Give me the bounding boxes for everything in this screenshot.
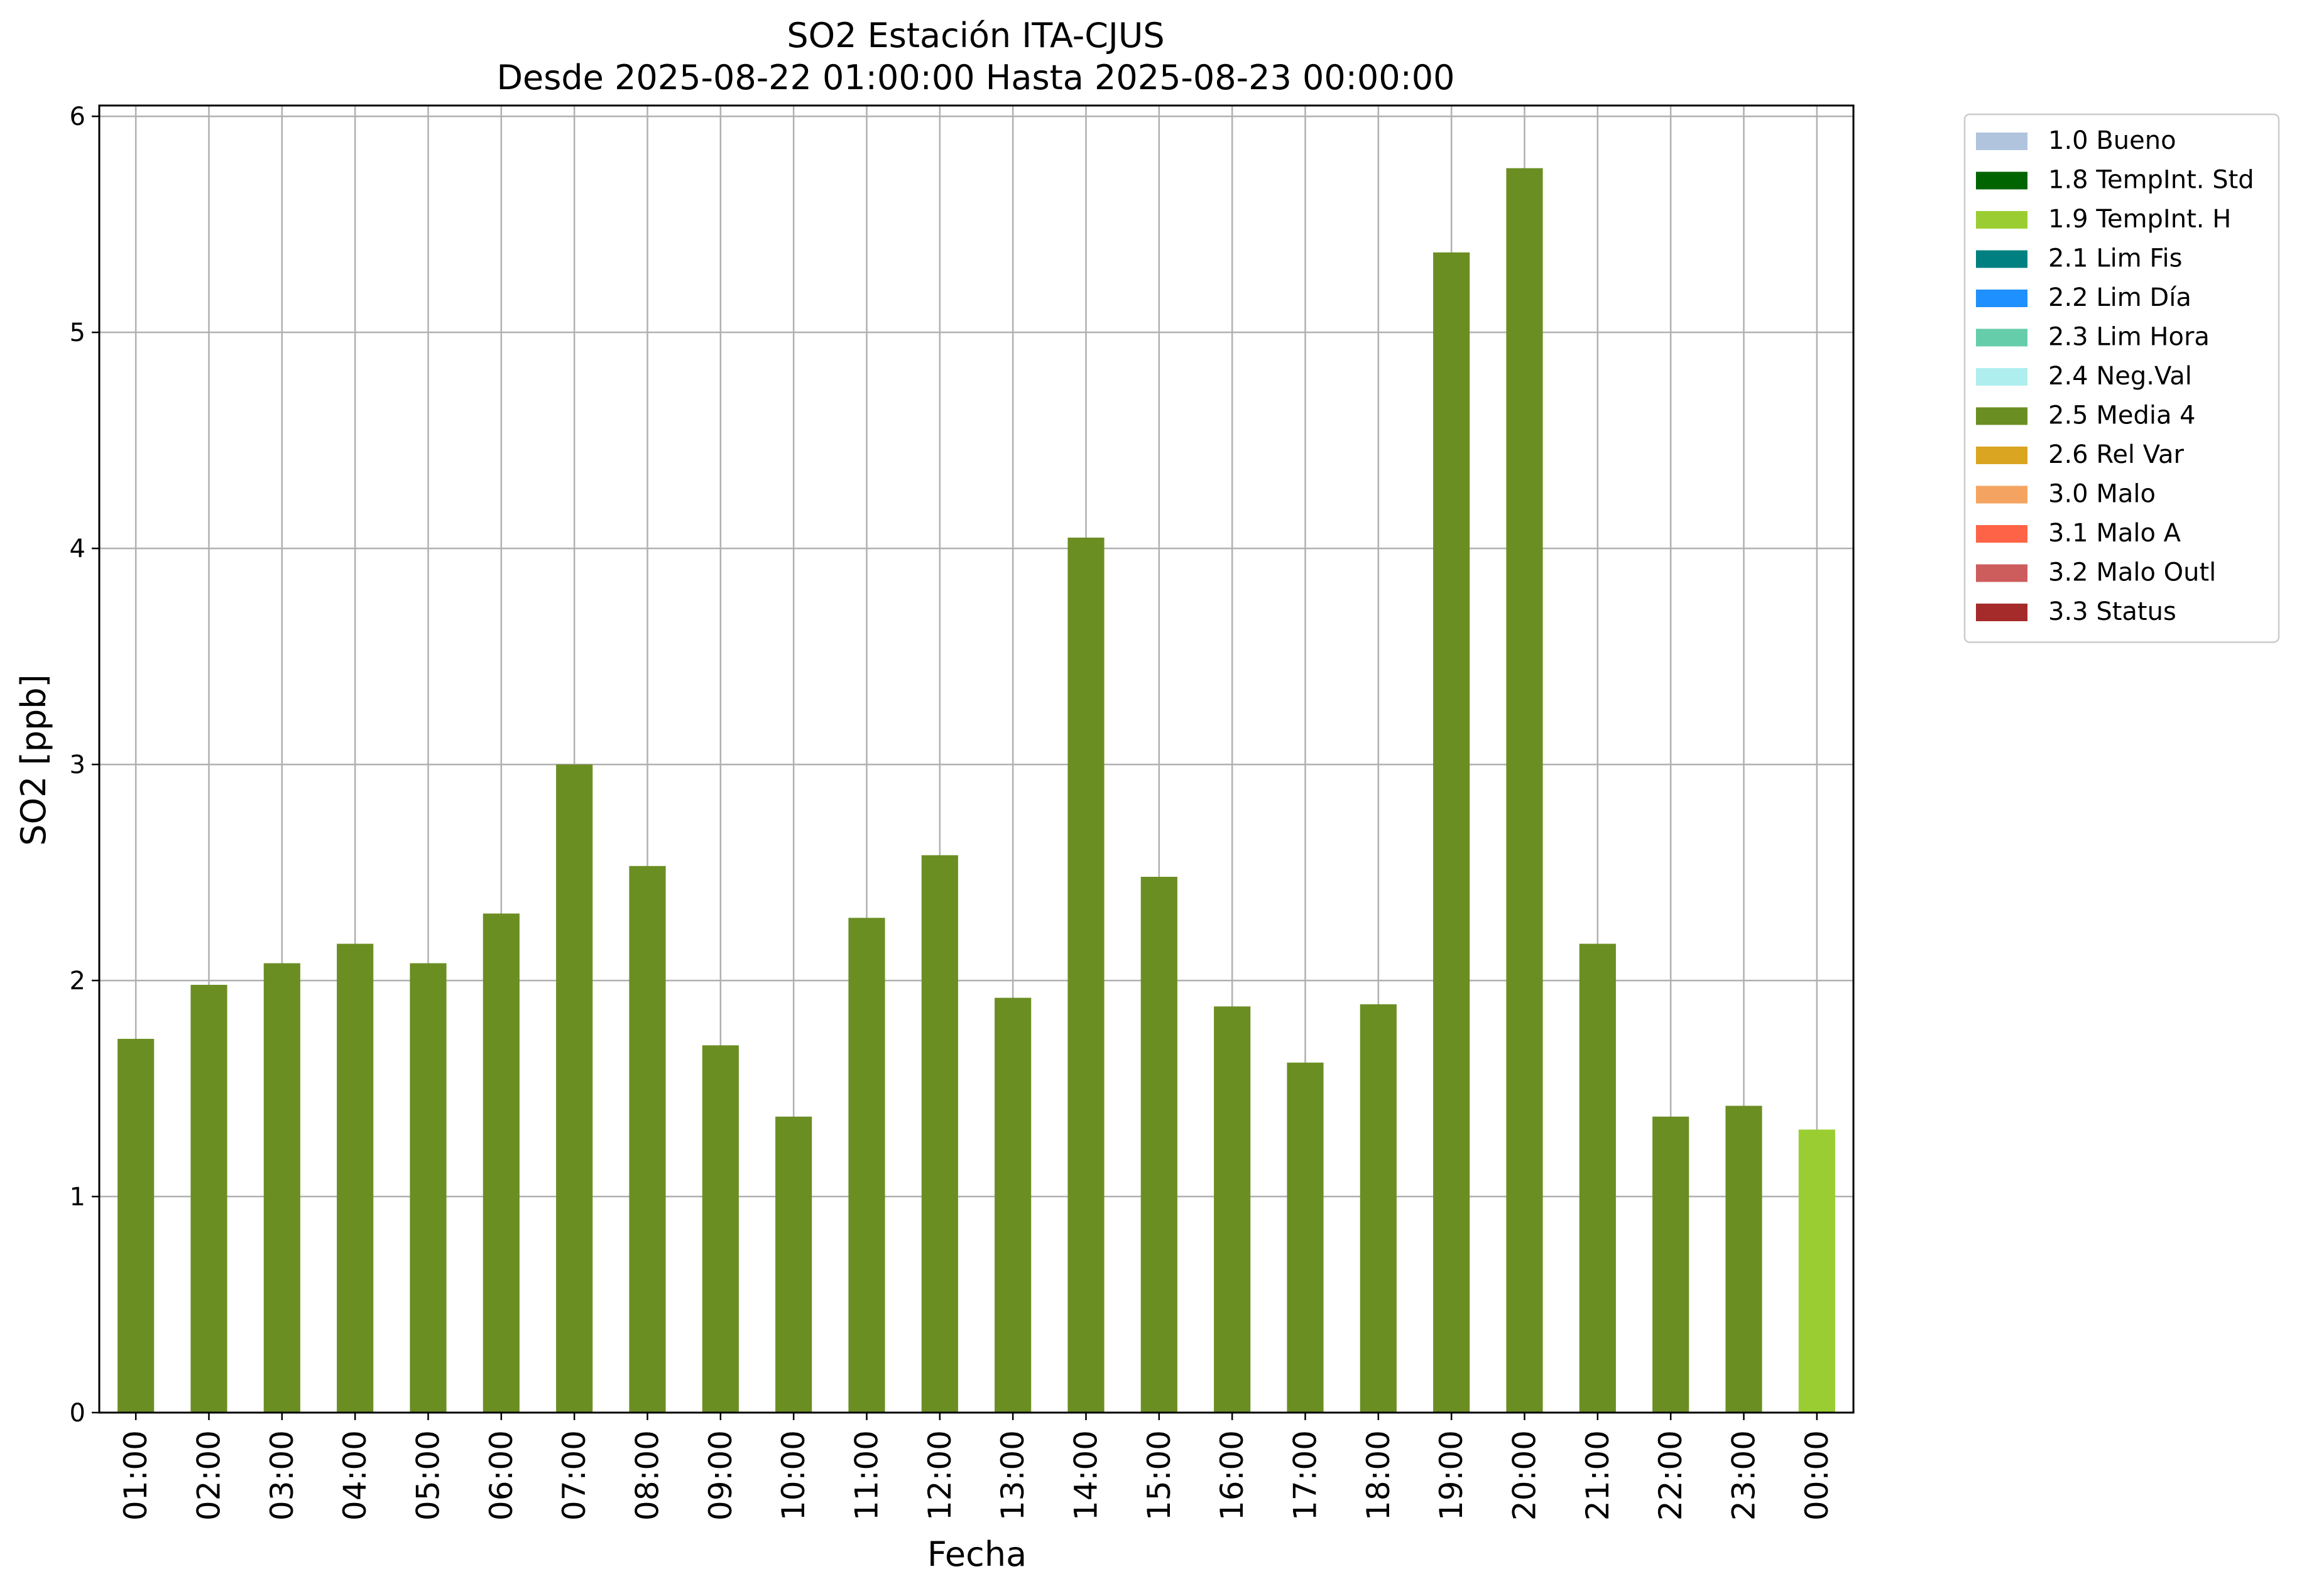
x-tick-label: 21:00 bbox=[1580, 1430, 1616, 1521]
legend-label: 2.4 Neg.Val bbox=[2048, 362, 2192, 391]
legend-label: 2.6 Rel Var bbox=[2048, 440, 2185, 469]
bar-17:00 bbox=[1287, 1062, 1324, 1413]
bar-15:00 bbox=[1140, 876, 1177, 1413]
x-tick-label: 04:00 bbox=[337, 1430, 373, 1521]
x-tick-label: 19:00 bbox=[1433, 1430, 1470, 1521]
legend-swatch bbox=[1976, 290, 2027, 307]
legend-label: 1.8 TempInt. Std bbox=[2048, 166, 2254, 195]
legend-label: 2.5 Media 4 bbox=[2048, 401, 2196, 430]
legend-label: 3.2 Malo Outl bbox=[2048, 558, 2216, 587]
legend-swatch bbox=[1976, 133, 2027, 150]
bar-14:00 bbox=[1067, 537, 1105, 1413]
legend-swatch bbox=[1976, 250, 2027, 268]
bar-00:00 bbox=[1798, 1129, 1835, 1413]
bar-18:00 bbox=[1360, 1004, 1397, 1413]
y-tick-label: 4 bbox=[70, 535, 85, 563]
bar-05:00 bbox=[410, 963, 447, 1413]
legend-label: 2.2 Lim Día bbox=[2048, 283, 2191, 312]
x-tick-label: 06:00 bbox=[483, 1430, 520, 1521]
x-tick-label: 00:00 bbox=[1799, 1430, 1835, 1521]
legend-box bbox=[1963, 113, 2280, 643]
legend-swatch bbox=[1976, 407, 2027, 425]
x-tick-label: 17:00 bbox=[1287, 1430, 1324, 1521]
x-tick-label: 13:00 bbox=[995, 1430, 1031, 1521]
bar-10:00 bbox=[775, 1116, 812, 1413]
x-tick-label: 05:00 bbox=[410, 1430, 447, 1521]
bar-07:00 bbox=[556, 764, 593, 1413]
legend-swatch bbox=[1976, 211, 2027, 229]
bar-01:00 bbox=[117, 1038, 155, 1413]
x-tick-label: 18:00 bbox=[1360, 1430, 1397, 1521]
bar-02:00 bbox=[190, 984, 227, 1413]
legend-swatch bbox=[1976, 564, 2027, 582]
bar-19:00 bbox=[1433, 252, 1470, 1413]
y-tick-label: 3 bbox=[70, 751, 85, 779]
y-tick-label: 5 bbox=[70, 318, 85, 347]
bar-20:00 bbox=[1506, 168, 1543, 1413]
legend-label: 2.3 Lim Hora bbox=[2048, 323, 2210, 352]
bar-16:00 bbox=[1214, 1006, 1251, 1413]
legend-label: 1.9 TempInt. H bbox=[2048, 205, 2231, 234]
x-tick-label: 01:00 bbox=[117, 1430, 154, 1521]
legend-label: 3.3 Status bbox=[2048, 597, 2176, 626]
bar-13:00 bbox=[995, 997, 1032, 1413]
x-axis-label: Fecha bbox=[927, 1534, 1027, 1574]
legend-swatch bbox=[1976, 328, 2027, 347]
y-tick-label: 0 bbox=[70, 1399, 85, 1428]
x-tick-label: 03:00 bbox=[264, 1430, 300, 1521]
legend-label: 3.0 Malo bbox=[2048, 480, 2156, 509]
bar-11:00 bbox=[848, 918, 885, 1413]
legend-swatch bbox=[1976, 604, 2027, 621]
bar-22:00 bbox=[1652, 1116, 1689, 1413]
axes: 0 1 2 3 4 5 6 01:00 02:00 03:00 04:00 05:00 06:00 07:… bbox=[70, 102, 1835, 1521]
legend-swatch bbox=[1976, 486, 2027, 504]
x-tick-label: 22:00 bbox=[1652, 1430, 1689, 1521]
x-tick-label: 16:00 bbox=[1214, 1430, 1250, 1521]
bar-series bbox=[117, 168, 1835, 1413]
x-tick-label: 23:00 bbox=[1726, 1430, 1762, 1521]
bar-23:00 bbox=[1725, 1105, 1762, 1413]
x-tick-label: 02:00 bbox=[191, 1430, 227, 1521]
bar-12:00 bbox=[921, 855, 958, 1413]
bar-06:00 bbox=[483, 913, 520, 1413]
bar-08:00 bbox=[629, 866, 666, 1413]
bar-21:00 bbox=[1579, 943, 1616, 1413]
legend-label: 1.0 Bueno bbox=[2048, 126, 2176, 155]
chart-subtitle: Desde 2025-08-22 01:00:00 Hasta 2025-08-… bbox=[496, 58, 1454, 97]
x-tick-label: 11:00 bbox=[849, 1430, 885, 1521]
x-tick-label: 12:00 bbox=[922, 1430, 958, 1521]
x-tick-label: 08:00 bbox=[630, 1430, 666, 1521]
x-tick-label: 20:00 bbox=[1507, 1430, 1543, 1521]
legend-label: 2.1 Lim Fis bbox=[2048, 244, 2182, 273]
legend-label: 3.1 Malo A bbox=[2048, 519, 2181, 548]
legend: 1.0 Bueno 1.8 TempInt. Std 1.9 TempInt. H 2… bbox=[1963, 113, 2280, 643]
bar-09:00 bbox=[702, 1045, 739, 1413]
x-tick-label: 07:00 bbox=[556, 1430, 592, 1521]
legend-swatch bbox=[1976, 447, 2027, 464]
x-tick-label: 09:00 bbox=[702, 1430, 739, 1521]
x-tick-label: 14:00 bbox=[1068, 1430, 1105, 1521]
legend-swatch bbox=[1976, 525, 2027, 543]
y-tick-label: 2 bbox=[70, 967, 85, 996]
y-tick-label: 6 bbox=[70, 102, 85, 131]
plot-frame bbox=[98, 104, 1855, 1414]
x-tick-label: 10:00 bbox=[775, 1430, 812, 1521]
chart-title: SO2 Estación ITA-CJUS bbox=[787, 16, 1164, 55]
y-axis-label: SO2 [ppb] bbox=[14, 674, 53, 845]
bar-04:00 bbox=[337, 943, 374, 1413]
legend-swatch bbox=[1976, 171, 2027, 190]
bar-03:00 bbox=[263, 963, 300, 1413]
legend-swatch bbox=[1976, 368, 2027, 386]
x-tick-label: 15:00 bbox=[1141, 1430, 1177, 1521]
y-tick-label: 1 bbox=[70, 1183, 85, 1212]
